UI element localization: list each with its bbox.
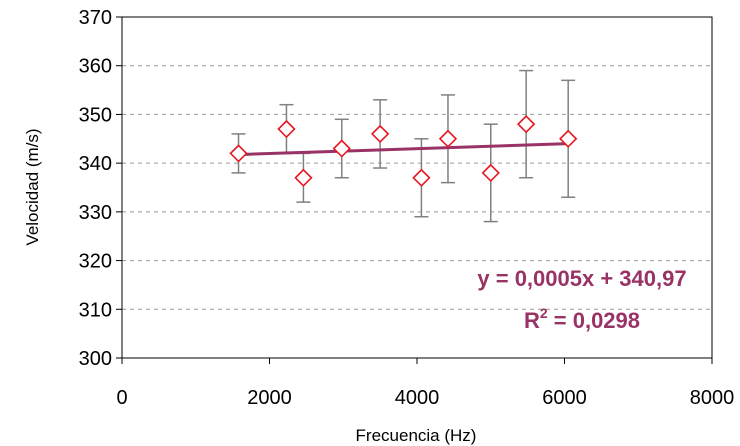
data-point-10 [559, 129, 578, 148]
x-tick-label-2000: 2000 [247, 387, 292, 409]
tick-labels: 300 310 320 330 340 350 360 370 0 2000 4000 6000 800… [79, 7, 735, 409]
y-tick-label-340: 340 [79, 153, 112, 175]
data-point-1 [229, 144, 248, 163]
data-point-5 [370, 124, 390, 144]
x-axis-title: Frecuencia (Hz) [356, 426, 477, 445]
data-point-3 [294, 168, 313, 187]
y-axis-title: Velocidad (m/s) [23, 128, 42, 245]
data-point-6 [412, 168, 431, 187]
x-tick-label-0: 0 [116, 387, 127, 409]
data-point-8 [481, 163, 500, 183]
r-squared-exponent: 2 [540, 305, 548, 321]
trendline [238, 142, 569, 157]
x-tick-label-8000: 8000 [690, 387, 735, 409]
data-point-9 [517, 115, 536, 134]
x-tick-label-6000: 6000 [542, 387, 587, 409]
y-tick-label-350: 350 [79, 104, 112, 126]
data-point-2 [277, 119, 296, 139]
data-markers [229, 115, 578, 187]
r-squared-symbol: R [524, 308, 540, 333]
y-tick-label-330: 330 [79, 202, 112, 224]
plot-area-border [121, 16, 713, 359]
trendline-group [238, 142, 569, 157]
trendline-equation: y = 0,0005x + 340,97 [477, 266, 686, 291]
y-tick-label-310: 310 [79, 299, 112, 321]
data-point-7 [438, 129, 458, 148]
y-tick-label-360: 360 [79, 56, 112, 78]
grid-lines [122, 65, 712, 310]
data-point-4 [332, 139, 351, 158]
y-tick-label-300: 300 [79, 348, 112, 370]
axes [116, 16, 713, 364]
r-squared-value: = 0,0298 [548, 308, 640, 333]
y-tick-label-370: 370 [79, 7, 112, 29]
x-tick-label-4000: 4000 [395, 387, 440, 409]
y-tick-label-320: 320 [79, 251, 112, 273]
r-squared-label: R2 = 0,0298 [524, 305, 640, 333]
